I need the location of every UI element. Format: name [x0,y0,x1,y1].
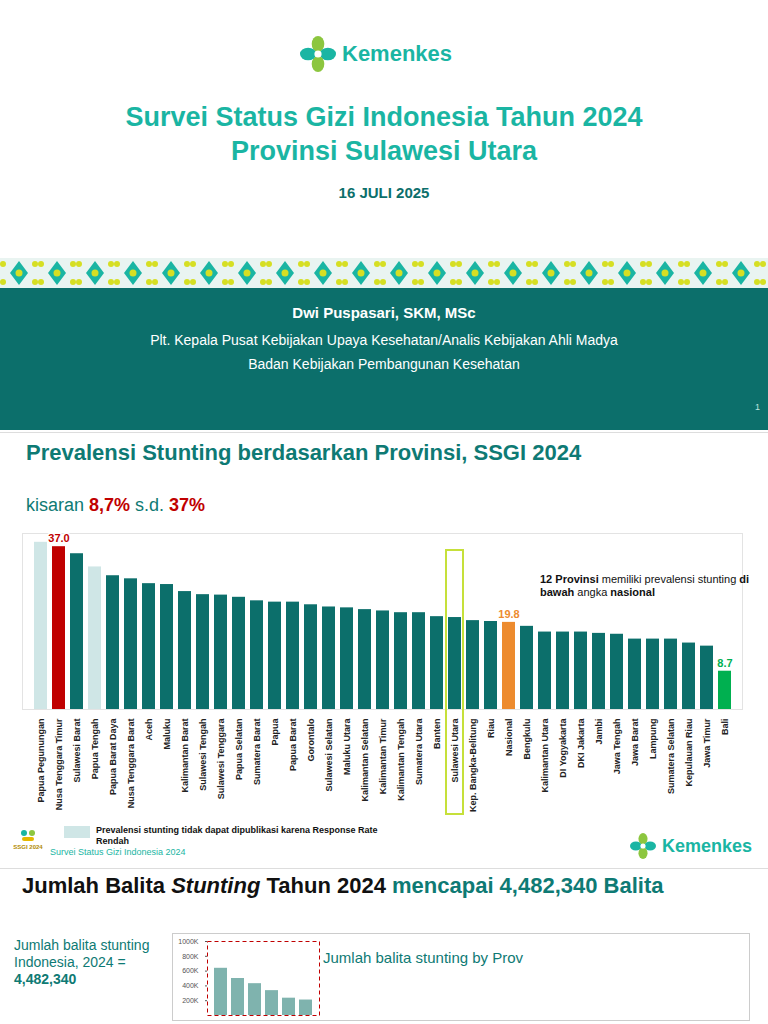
svg-text:Sulawesi Selatan: Sulawesi Selatan [324,719,334,792]
svg-text:Bengkulu: Bengkulu [522,719,532,760]
html-text:kisaran 8,7% s.d. 37%: kisaran 8,7% s.d. 37% [26,495,206,515]
svg-text:Kalimantan Selatan: Kalimantan Selatan [360,719,370,802]
svg-text:Maluku: Maluku [162,719,172,750]
html-text:Kemenkes: Kemenkes [342,41,453,66]
svg-text:Kalimantan Utara: Kalimantan Utara [540,718,550,793]
html-text:Kemenkes: Kemenkes [662,835,753,856]
svg-text:8.7: 8.7 [717,657,732,669]
svg-text:Papua Pegunungan: Papua Pegunungan [36,719,46,803]
svg-text:Bali: Bali [720,719,730,736]
svg-text:Kalimantan Timur: Kalimantan Timur [378,718,388,794]
svg-text:Papua Barat Daya: Papua Barat Daya [108,718,118,796]
svg-text:Sulawesi Utara: Sulawesi Utara [450,718,460,783]
svg-text:Sumatera Utara: Sumatera Utara [414,718,424,786]
svg-text:Sumatera Selatan: Sumatera Selatan [666,719,676,795]
svg-text:Sulawesi Tenggara: Sulawesi Tenggara [216,718,226,800]
html-text:Jumlah balita stunting by Prov: Jumlah balita stunting by Prov [323,949,524,966]
svg-text:Jawa Tengah: Jawa Tengah [612,719,622,775]
svg-text:Kalimantan Barat: Kalimantan Barat [180,719,190,793]
svg-text:200K: 200K [182,997,199,1004]
svg-text:Nasional: Nasional [504,719,514,757]
svg-text:600K: 600K [182,967,199,974]
svg-text:Jawa Barat: Jawa Barat [630,719,640,767]
html-text:Jumlah Balita Stunting Tahun 2: Jumlah Balita Stunting Tahun 2024 mencap… [22,873,664,898]
svg-text:37.0: 37.0 [48,532,69,544]
svg-text:Kep. Bangka-Belitung: Kep. Bangka-Belitung [468,719,478,813]
svg-text:Papua Barat: Papua Barat [288,719,298,772]
html-text:Prevalensi Stunting berdasarka: Prevalensi Stunting berdasarkan Provinsi… [26,440,582,465]
svg-text:19.8: 19.8 [498,608,519,620]
html-text:Badan Kebijakan Pembangunan Ke: Badan Kebijakan Pembangunan Kesehatan [248,356,520,372]
svg-text:Papua Selatan: Papua Selatan [234,719,244,781]
svg-text:Papua Tengah: Papua Tengah [90,719,100,780]
html-text:Survei Status Gizi Indonesia 2: Survei Status Gizi Indonesia 2024 [50,847,186,857]
svg-text:Aceh: Aceh [144,719,154,741]
svg-text:Lampung: Lampung [648,719,658,760]
svg-text:Kepulauan Riau: Kepulauan Riau [684,719,694,787]
svg-text:Sulawesi Barat: Sulawesi Barat [72,719,82,783]
html-text:SSGI 2024: SSGI 2024 [13,844,43,850]
html-text:Plt. Kepala Pusat Kebijakan Up: Plt. Kepala Pusat Kebijakan Upaya Keseha… [150,332,618,348]
svg-text:800K: 800K [182,953,199,960]
html-text:16 JULI 2025: 16 JULI 2025 [338,184,430,201]
html-text:Jumlah balita stunting Indones: Jumlah balita stunting Indonesia, 2024 = [14,937,150,970]
html-text:12 Provinsi memiliki prevalens: 12 Provinsi memiliki prevalensi stunting… [540,573,750,598]
svg-text:Riau: Riau [486,719,496,739]
svg-text:Maluku Utara: Maluku Utara [342,718,352,776]
svg-text:1000K: 1000K [178,938,199,945]
svg-text:Gorontalo: Gorontalo [306,718,316,761]
svg-text:Sumatera Barat: Sumatera Barat [252,718,262,785]
html-text:Dwi Puspasari, SKM, MSc: Dwi Puspasari, SKM, MSc [292,304,476,321]
svg-text:DI Yogyakarta: DI Yogyakarta [558,718,568,778]
svg-text:Jawa Timur: Jawa Timur [702,718,712,768]
svg-text:Kalimantan Tengah: Kalimantan Tengah [396,719,406,801]
html-text:4,482,340: 4,482,340 [14,971,77,987]
svg-text:Jambi: Jambi [594,719,604,745]
html-text:Prevalensi stunting tidak dapa: Prevalensi stunting tidak dapat dipublik… [96,825,378,846]
html-text:1: 1 [755,402,760,412]
svg-text:Nusa Tenggara Timur: Nusa Tenggara Timur [54,718,64,810]
html-text:Provinsi Sulawesi Utara: Provinsi Sulawesi Utara [230,136,538,166]
svg-text:Sulawesi Tengah: Sulawesi Tengah [198,719,208,791]
html-text:Survei Status Gizi Indonesia T: Survei Status Gizi Indonesia Tahun 2024 [125,102,643,132]
svg-text:Papua: Papua [270,718,280,746]
svg-text:Nusa Tenggara Barat: Nusa Tenggara Barat [126,718,136,808]
svg-text:DKI Jakarta: DKI Jakarta [576,718,586,769]
svg-text:Banten: Banten [432,719,442,750]
svg-text:400K: 400K [182,982,199,989]
